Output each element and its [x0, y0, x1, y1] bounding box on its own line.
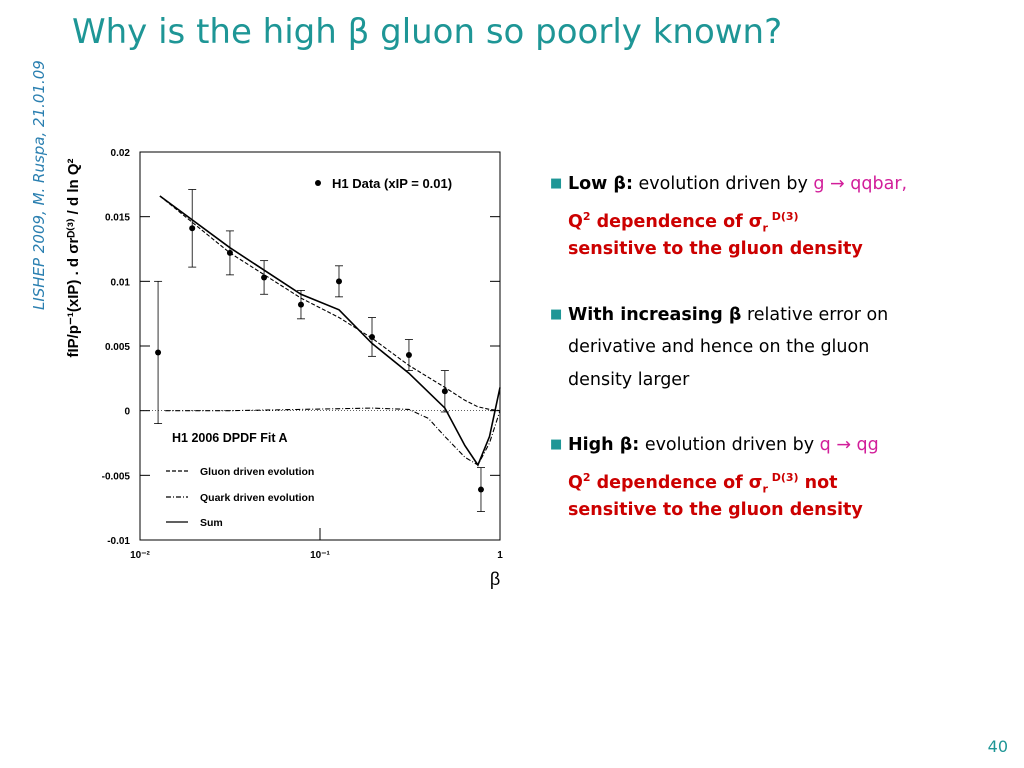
y-tick-label: 0.005	[105, 342, 130, 353]
text: sensitive to the gluon density	[568, 239, 863, 259]
curve	[159, 195, 501, 467]
legend-marker	[315, 180, 321, 186]
text: r	[762, 481, 768, 495]
text: evolution driven by	[632, 174, 814, 194]
text: With increasing β	[568, 304, 742, 325]
curve	[165, 407, 501, 466]
bullet: ■ High β: evolution driven by q → qg Q2 d…	[550, 435, 879, 520]
data-point	[441, 388, 448, 395]
data-point	[477, 486, 484, 493]
text: relative error on	[741, 304, 889, 325]
text: Q	[568, 472, 583, 493]
y-axis-label: fIP/p⁻¹(xIP) . d σrᴰ⁽³⁾ / d ln Q²	[65, 158, 82, 357]
text: sensitive to the gluon density	[568, 500, 863, 520]
text: density larger	[568, 369, 690, 390]
data-point	[297, 301, 304, 308]
data-point	[369, 333, 376, 340]
x-tick-label: 10⁻²	[130, 550, 150, 561]
slide-title: Why is the high β gluon so poorly known?	[72, 12, 783, 52]
text: r	[762, 220, 768, 234]
bullet: ■ With increasing β relative error on der…	[550, 304, 889, 390]
text: D(3)	[767, 209, 799, 223]
data-point	[155, 349, 162, 356]
text: dependence of σ	[590, 211, 763, 232]
y-tick-label: -0.01	[107, 536, 130, 547]
chart: fIP/p⁻¹(xIP) . d σrᴰ⁽³⁾ / d ln Q² β H1 2…	[65, 148, 503, 589]
x-axis-label: β	[490, 569, 500, 589]
bullet-list: ■ Low β: evolution driven by g → qqbar, Q…	[548, 168, 1008, 560]
text: Q	[568, 211, 583, 232]
text: D(3)	[767, 470, 799, 484]
page-number: 40	[987, 737, 1008, 756]
legend-label: H1 Data (xIP = 0.01)	[332, 176, 452, 191]
x-tick-label: 1	[497, 550, 503, 561]
bullet: ■ Low β: evolution driven by g → qqbar, Q…	[550, 174, 908, 259]
text: dependence of σ	[590, 472, 763, 493]
legend-label: Gluon driven evolution	[200, 466, 314, 478]
text: not	[798, 472, 838, 493]
y-tick-label: -0.005	[102, 471, 131, 482]
text: g → qqbar,	[813, 174, 908, 194]
y-tick-label: 0	[124, 407, 130, 418]
text: Low β:	[568, 174, 633, 194]
y-tick-label: 0.02	[111, 148, 131, 159]
data-point	[189, 225, 196, 232]
curve	[159, 195, 501, 412]
x-tick-label: 10⁻¹	[310, 550, 330, 561]
data-point	[405, 352, 412, 359]
text: 2	[582, 470, 591, 484]
text: 2	[582, 209, 591, 223]
y-tick-label: 0.015	[105, 213, 130, 224]
text: q → qg	[819, 435, 879, 455]
text: evolution driven by	[639, 435, 820, 455]
y-tick-label: 0.01	[111, 277, 131, 288]
legend-label: Sum	[200, 517, 223, 529]
text: derivative and hence on the gluon	[568, 337, 870, 357]
annotation: H1 2006 DPDF Fit A	[172, 431, 288, 445]
data-point	[335, 278, 342, 285]
legend-label: Quark driven evolution	[200, 492, 314, 504]
plot-frame	[139, 151, 501, 541]
text: High β:	[568, 435, 640, 455]
